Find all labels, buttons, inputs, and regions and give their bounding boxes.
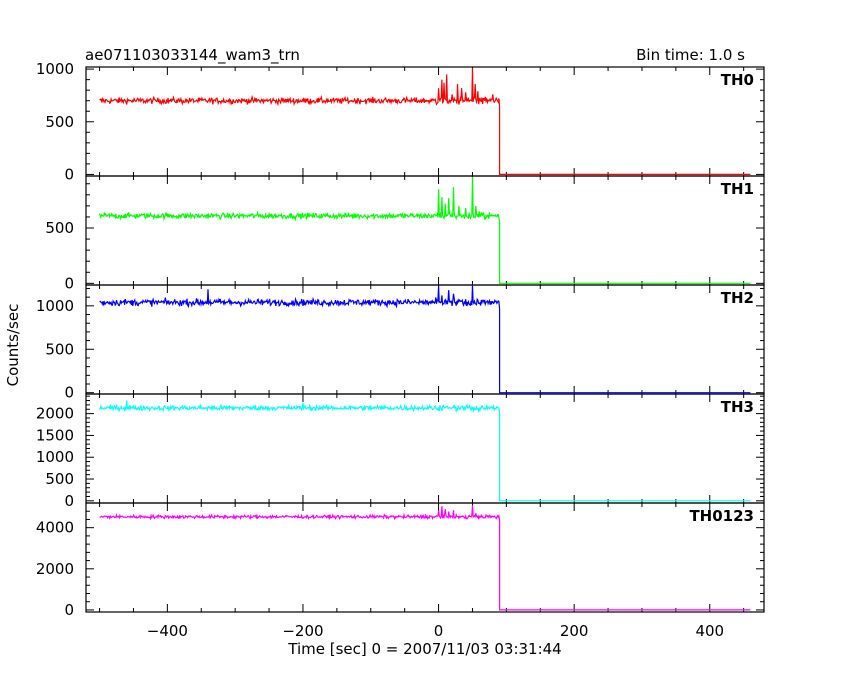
- x-tick-label: 200: [560, 622, 589, 640]
- series-line-TH2: [99, 284, 751, 394]
- panel-label-TH2: TH2: [721, 289, 754, 307]
- y-tick-label: 0: [64, 274, 74, 292]
- y-axis-label: Counts/sec: [4, 304, 22, 387]
- y-tick-label: 500: [45, 219, 74, 237]
- panel-frame-TH0: [85, 66, 765, 177]
- y-tick-label: 1000: [36, 448, 74, 466]
- series-line-TH1: [99, 177, 751, 284]
- y-tick-label: 2000: [36, 405, 74, 423]
- panel-frame-TH0123: [85, 502, 765, 613]
- y-tick-label: 500: [45, 470, 74, 488]
- y-tick-label: 0: [64, 601, 74, 619]
- y-tick-label: 1500: [36, 426, 74, 444]
- series-line-TH0: [99, 68, 751, 175]
- chart-title-right: Bin time: 1.0 s: [636, 46, 745, 64]
- panel-label-TH0: TH0: [721, 71, 754, 89]
- y-tick-label: 1000: [36, 60, 74, 78]
- x-tick-label: 0: [434, 622, 444, 640]
- chart-title-left: ae071103033144_wam3_trn: [85, 46, 300, 65]
- y-tick-label: 1000: [36, 297, 74, 315]
- series-line-TH3: [99, 400, 751, 502]
- panel-label-TH3: TH3: [721, 398, 754, 416]
- x-tick-label: 400: [695, 622, 724, 640]
- y-tick-label: 2000: [36, 560, 74, 578]
- y-tick-label: 0: [64, 165, 74, 183]
- y-tick-label: 0: [64, 384, 74, 402]
- x-tick-label: −200: [282, 622, 323, 640]
- y-tick-label: 4000: [36, 519, 74, 537]
- x-axis-label: Time [sec] 0 = 2007/11/03 03:31:44: [287, 640, 561, 658]
- series-line-TH0123: [99, 505, 751, 611]
- y-tick-label: 500: [45, 340, 74, 358]
- panel-label-TH0123: TH0123: [689, 507, 754, 525]
- y-tick-label: 500: [45, 113, 74, 131]
- panel-frame-TH1: [85, 175, 765, 286]
- y-tick-label: 0: [64, 492, 74, 510]
- panel-frame-TH3: [85, 393, 765, 504]
- panels-group: 0 500 1000 TH0 0 500 TH1 0 500 1000 TH2 0 500 1000 150…: [36, 60, 765, 640]
- x-tick-label: −400: [147, 622, 188, 640]
- panel-label-TH1: TH1: [721, 180, 754, 198]
